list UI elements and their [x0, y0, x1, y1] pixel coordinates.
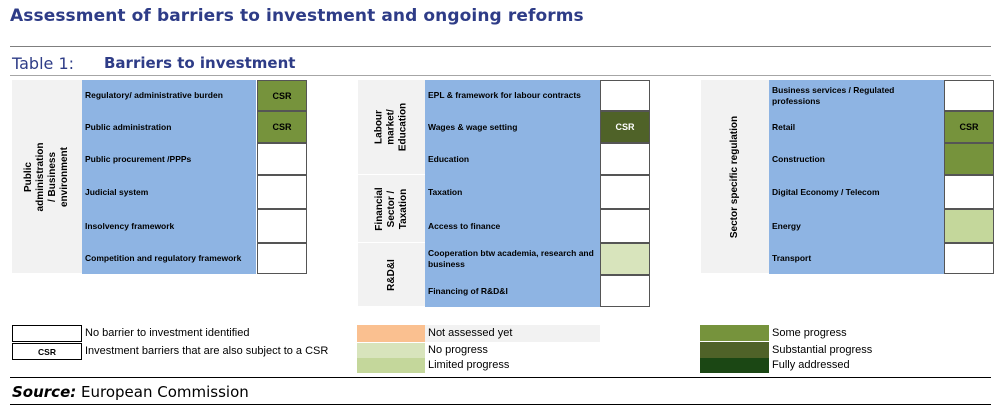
legend-swatch-substantial-progress — [700, 342, 769, 358]
barrier-cooperation-academia: Cooperation btw academia, research and b… — [425, 243, 600, 275]
status-insolvency-framework — [257, 209, 307, 243]
group-label-labour-market-text: Labour market/ Education — [373, 102, 409, 152]
barrier-public-procurement: Public procurement /PPPs — [82, 143, 256, 175]
legend-swatch-not-assessed — [357, 325, 425, 342]
table-title: Barriers to investment — [104, 54, 296, 72]
legend-swatch-limited-progress — [357, 358, 425, 373]
group-label-rdi-text: R&D&I — [385, 258, 397, 291]
status-epl-framework — [600, 80, 650, 111]
status-access-to-finance — [600, 209, 650, 243]
barrier-insolvency-framework: Insolvency framework — [82, 209, 256, 243]
source-label: Source: — [12, 383, 77, 401]
barrier-financing-rdi: Financing of R&D&I — [425, 275, 600, 307]
barrier-business-services: Business services / Regulated profession… — [769, 80, 944, 111]
barrier-taxation: Taxation — [425, 175, 600, 209]
barrier-competition-framework: Competition and regulatory framework — [82, 243, 256, 274]
group-label-sector-specific: Sector specific regulation — [701, 80, 769, 273]
source-top-rule — [10, 377, 991, 378]
legend-label-no-barrier: No barrier to investment identified — [85, 327, 250, 339]
barrier-public-administration: Public administration — [82, 111, 256, 143]
barrier-construction: Construction — [769, 143, 944, 175]
barrier-digital-economy: Digital Economy / Telecom — [769, 175, 944, 209]
barrier-epl-framework: EPL & framework for labour contracts — [425, 80, 600, 111]
legend-label-limited-progress: Limited progress — [428, 359, 510, 371]
group-label-public-administration: Public administration / Business environ… — [12, 80, 82, 273]
barrier-access-to-finance: Access to finance — [425, 209, 600, 243]
status-construction — [944, 143, 994, 175]
status-public-procurement — [257, 143, 307, 175]
barrier-transport: Transport — [769, 243, 944, 274]
status-education — [600, 143, 650, 175]
group-label-financial-sector: Financial Sector / Taxation — [358, 175, 425, 242]
source-text: European Commission — [81, 383, 249, 401]
source-bottom-rule — [10, 404, 991, 405]
barrier-retail: Retail — [769, 111, 944, 143]
legend-swatch-no-barrier — [12, 325, 82, 342]
group-label-sector-specific-text: Sector specific regulation — [729, 115, 741, 238]
barrier-wages: Wages & wage setting — [425, 111, 600, 143]
status-public-administration: CSR — [257, 111, 307, 143]
status-transport — [944, 243, 994, 274]
page-title: Assessment of barriers to investment and… — [10, 6, 584, 26]
status-wages: CSR — [600, 111, 650, 143]
status-business-services — [944, 80, 994, 111]
table-top-rule — [10, 75, 991, 76]
status-judicial-system — [257, 175, 307, 209]
group-label-rdi: R&D&I — [358, 243, 425, 306]
group-label-public-administration-text: Public administration / Business environ… — [23, 142, 70, 211]
barrier-education: Education — [425, 143, 600, 175]
legend-label-some-progress: Some progress — [772, 327, 847, 339]
legend-label-fully-addressed: Fully addressed — [772, 359, 850, 371]
status-retail: CSR — [944, 111, 994, 143]
legend-label-no-progress: No progress — [428, 344, 488, 356]
legend-swatch-no-progress — [357, 343, 425, 358]
status-energy — [944, 209, 994, 243]
status-digital-economy — [944, 175, 994, 209]
status-taxation — [600, 175, 650, 209]
legend-swatch-fully-addressed — [700, 358, 769, 373]
status-cooperation-academia — [600, 243, 650, 275]
barrier-judicial-system: Judicial system — [82, 175, 256, 209]
group-label-labour-market: Labour market/ Education — [358, 80, 425, 174]
legend-label-substantial-progress: Substantial progress — [772, 344, 873, 356]
status-financing-rdi — [600, 275, 650, 307]
status-competition-framework — [257, 243, 307, 274]
group-label-financial-sector-text: Financial Sector / Taxation — [373, 186, 409, 231]
status-regulatory-burden: CSR — [257, 80, 307, 111]
source-line: Source: European Commission — [12, 383, 249, 401]
table-number: Table 1: — [12, 54, 75, 73]
legend-swatch-csr: CSR — [12, 343, 82, 360]
barrier-energy: Energy — [769, 209, 944, 243]
legend-label-not-assessed: Not assessed yet — [428, 327, 513, 339]
legend-swatch-some-progress — [700, 325, 769, 341]
barrier-regulatory-burden: Regulatory/ administrative burden — [82, 80, 256, 111]
title-divider — [10, 46, 991, 47]
legend-label-bg-not-assessed — [425, 325, 600, 342]
legend-label-csr: Investment barriers that are also subjec… — [85, 345, 329, 357]
